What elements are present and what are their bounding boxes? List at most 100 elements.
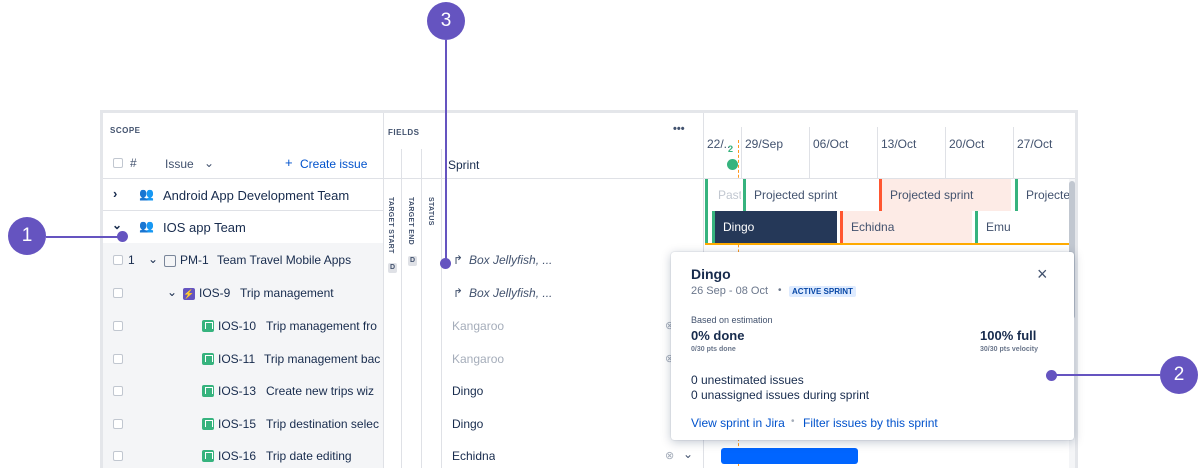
issue-summary[interactable]: Trip date editing — [266, 449, 352, 463]
issue-summary[interactable]: Trip destination selec — [266, 417, 379, 431]
more-icon[interactable]: ••• — [673, 123, 685, 135]
clear-icon[interactable]: ⊗ — [665, 320, 675, 332]
scope-fields-divider — [383, 113, 384, 468]
week-divider — [1013, 127, 1014, 179]
team-name[interactable]: IOS app Team — [163, 220, 246, 235]
sprint-value[interactable]: Kangaroo — [452, 352, 505, 366]
clear-icon[interactable]: ⊗ — [665, 353, 675, 365]
issue-key[interactable]: IOS-9 — [199, 286, 231, 300]
scope-rows-bg — [103, 243, 383, 468]
rollup-icon: ↱ — [453, 286, 464, 300]
sprint-bar-active[interactable]: Dingo — [712, 211, 837, 243]
callout-dot — [1046, 370, 1057, 381]
issue-summary[interactable]: Trip management — [240, 286, 334, 300]
sprint-value[interactable]: Dingo — [452, 384, 484, 398]
issue-key[interactable]: IOS-11 — [218, 352, 256, 366]
sprint-bar[interactable]: Projected sprint — [879, 179, 1011, 211]
story-icon — [202, 450, 214, 462]
field-divider-2 — [421, 149, 422, 468]
row-checkbox[interactable] — [113, 451, 123, 461]
sprint-bar[interactable]: Projecte — [1015, 179, 1069, 211]
sprint-header[interactable]: Sprint — [448, 158, 480, 172]
sprint-dates: 26 Sep - 08 Oct — [691, 285, 769, 297]
sprint-value[interactable]: Dingo — [452, 417, 484, 431]
field-divider-1 — [401, 149, 402, 468]
callout-badge: 3 — [427, 2, 465, 40]
row-checkbox[interactable] — [113, 255, 123, 265]
date-label: 27/Oct — [1017, 137, 1053, 151]
week-divider — [877, 127, 878, 179]
date-label: 29/Sep — [745, 137, 784, 151]
scrollbar-thumb[interactable] — [1069, 181, 1075, 319]
story-icon — [202, 385, 214, 397]
row-checkbox[interactable] — [113, 321, 123, 331]
filter-issues-link[interactable]: Filter issues by this sprint — [803, 416, 938, 430]
issue-key[interactable]: IOS-13 — [218, 384, 257, 398]
sprint-bar[interactable]: Projected sprint — [743, 179, 877, 211]
chevron-down-icon[interactable]: ⌄ — [683, 447, 694, 461]
view-sprint-link[interactable]: View sprint in Jira — [691, 416, 785, 430]
issue-timeline-bar[interactable] — [721, 448, 858, 464]
full-percent: 100% full — [980, 328, 1037, 343]
issue-key[interactable]: PM-1 — [180, 253, 209, 267]
plus-icon[interactable]: + — [285, 155, 293, 170]
sprint-bar[interactable]: Past — [705, 179, 741, 211]
issue-key[interactable]: IOS-10 — [218, 319, 257, 333]
date-label: 20/Oct — [949, 137, 985, 151]
sprint-bar[interactable]: Emu — [975, 211, 1069, 243]
sprint-value[interactable]: Box Jellyfish, ... — [469, 286, 553, 300]
create-issue-link[interactable]: Create issue — [300, 157, 368, 171]
row-checkbox[interactable] — [113, 354, 123, 364]
chevron-down-icon[interactable]: ⌄ — [204, 156, 215, 170]
capacity-line — [705, 243, 1069, 245]
sprint-value[interactable]: Kangaroo — [452, 319, 505, 333]
done-percent: 0% done — [691, 328, 745, 343]
issue-summary[interactable]: Team Travel Mobile Apps — [217, 253, 352, 267]
field-divider-3 — [441, 149, 442, 468]
issue-summary[interactable]: Trip management bac — [264, 352, 380, 366]
week-divider — [741, 127, 742, 179]
initiative-icon — [164, 255, 176, 267]
row-checkbox[interactable] — [113, 419, 123, 429]
today-badge: 2 — [728, 144, 734, 154]
clear-icon[interactable]: ⊗ — [665, 450, 675, 462]
chevron-down-icon[interactable]: ⌄ — [148, 252, 159, 266]
date-label: 22/... — [707, 137, 734, 151]
issue-header[interactable]: Issue — [165, 157, 194, 171]
date-label: 06/Oct — [813, 137, 849, 151]
sprint-bar[interactable]: Echidna — [840, 211, 972, 243]
close-icon[interactable]: × — [1037, 264, 1048, 284]
date-label: 13/Oct — [881, 137, 917, 151]
status-header[interactable]: STATUS — [427, 197, 434, 226]
separator: • — [791, 416, 795, 427]
issue-summary[interactable]: Trip management fro — [266, 319, 377, 333]
row-checkbox[interactable] — [113, 288, 123, 298]
sprint-status-badge: ACTIVE SPRINT — [789, 286, 856, 297]
team-icon: 👥 — [139, 219, 154, 233]
row-divider — [103, 210, 383, 211]
story-icon — [202, 418, 214, 430]
target-start-badge: D — [388, 263, 397, 273]
week-divider — [945, 127, 946, 179]
done-points: 0/30 pts done — [691, 346, 736, 353]
sprint-value[interactable]: Echidna — [452, 449, 496, 463]
callout-dot — [440, 258, 451, 269]
chevron-down-icon[interactable]: ⌄ — [167, 285, 178, 299]
issue-key[interactable]: IOS-15 — [218, 417, 257, 431]
callout-badge: 1 — [8, 217, 46, 255]
issue-summary[interactable]: Create new trips wiz — [266, 384, 375, 398]
select-all-checkbox[interactable] — [113, 158, 123, 168]
callout-line — [445, 40, 447, 262]
rank-header: # — [130, 156, 137, 170]
target-end-header[interactable]: TARGET END — [407, 197, 414, 245]
collapse-icon[interactable]: ⌄ — [112, 218, 123, 232]
team-name[interactable]: Android App Development Team — [163, 188, 350, 203]
week-divider — [809, 127, 810, 179]
row-checkbox[interactable] — [113, 386, 123, 396]
expand-icon[interactable]: › — [113, 186, 118, 201]
sprint-bar-past[interactable] — [705, 211, 711, 243]
target-start-header[interactable]: TARGET START — [387, 197, 394, 254]
sprint-value[interactable]: Box Jellyfish, ... — [469, 253, 553, 267]
issue-key[interactable]: IOS-16 — [218, 449, 257, 463]
estimation-label: Based on estimation — [691, 315, 773, 325]
